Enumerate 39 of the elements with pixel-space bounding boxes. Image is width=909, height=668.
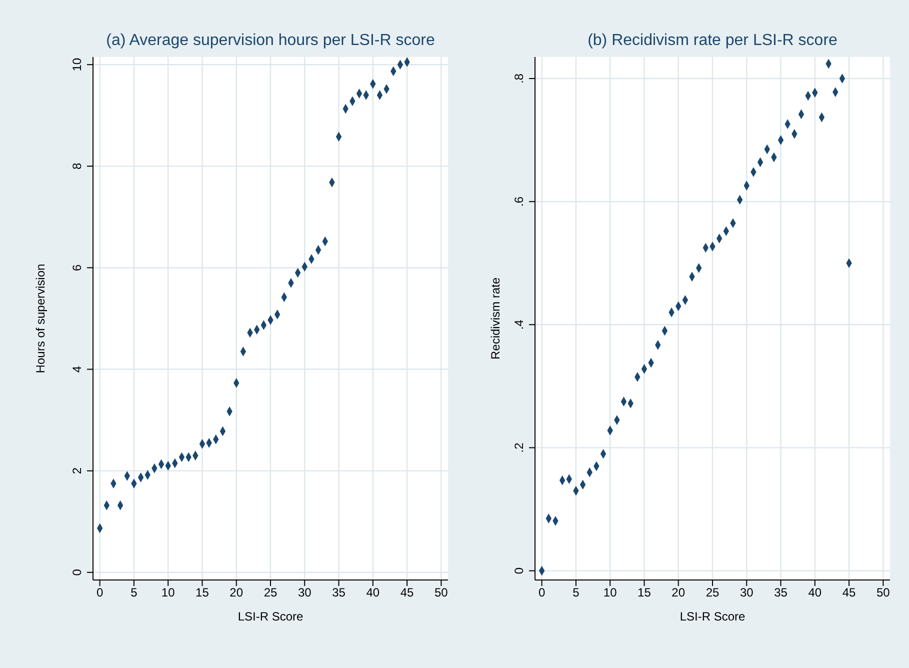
y-tick-label: 2 [70, 467, 84, 474]
chart-title: (a) Average supervision hours per LSI-R score [106, 32, 435, 49]
x-tick-label: 40 [366, 586, 380, 600]
x-tick-label: 5 [572, 586, 580, 600]
x-tick-label: 10 [161, 586, 176, 600]
y-axis-title: Recidivism rate [488, 277, 502, 360]
y-tick-label: .8 [512, 73, 526, 84]
y-tick-label: 0 [512, 567, 526, 574]
x-tick-label: 45 [842, 586, 856, 600]
x-axis-title: LSI-R Score [238, 610, 304, 624]
y-tick-label: 4 [70, 366, 84, 373]
y-tick-label: 10 [70, 58, 84, 72]
x-tick-label: 20 [672, 586, 686, 600]
x-tick-label: 25 [706, 586, 720, 600]
x-tick-label: 0 [538, 586, 546, 600]
x-tick-label: 30 [740, 586, 754, 600]
x-tick-label: 40 [808, 586, 822, 600]
x-tick-label: 50 [434, 586, 448, 600]
x-tick-label: 15 [638, 586, 652, 600]
y-axis-title: Hours of supervision [33, 264, 48, 374]
x-tick-label: 25 [264, 586, 278, 600]
x-tick-label: 0 [96, 586, 104, 600]
x-tick-label: 50 [876, 586, 890, 600]
x-tick-label: 15 [196, 586, 210, 600]
x-axis-title: LSI-R Score [680, 610, 746, 624]
x-tick-label: 10 [603, 586, 618, 600]
x-tick-label: 30 [298, 586, 312, 600]
y-tick-label: .6 [512, 196, 526, 207]
y-tick-label: 0 [70, 568, 84, 576]
x-tick-label: 35 [332, 586, 346, 600]
x-tick-label: 20 [230, 586, 244, 600]
x-tick-label: 5 [130, 586, 138, 600]
chart-title: (b) Recidivism rate per LSI-R score [588, 32, 838, 49]
x-tick-label: 45 [400, 586, 414, 600]
y-tick-label: 6 [70, 264, 84, 272]
x-tick-label: 35 [774, 586, 788, 600]
y-tick-label: .4 [512, 319, 526, 330]
y-tick-label: .2 [512, 442, 526, 453]
y-tick-label: 8 [70, 162, 84, 170]
